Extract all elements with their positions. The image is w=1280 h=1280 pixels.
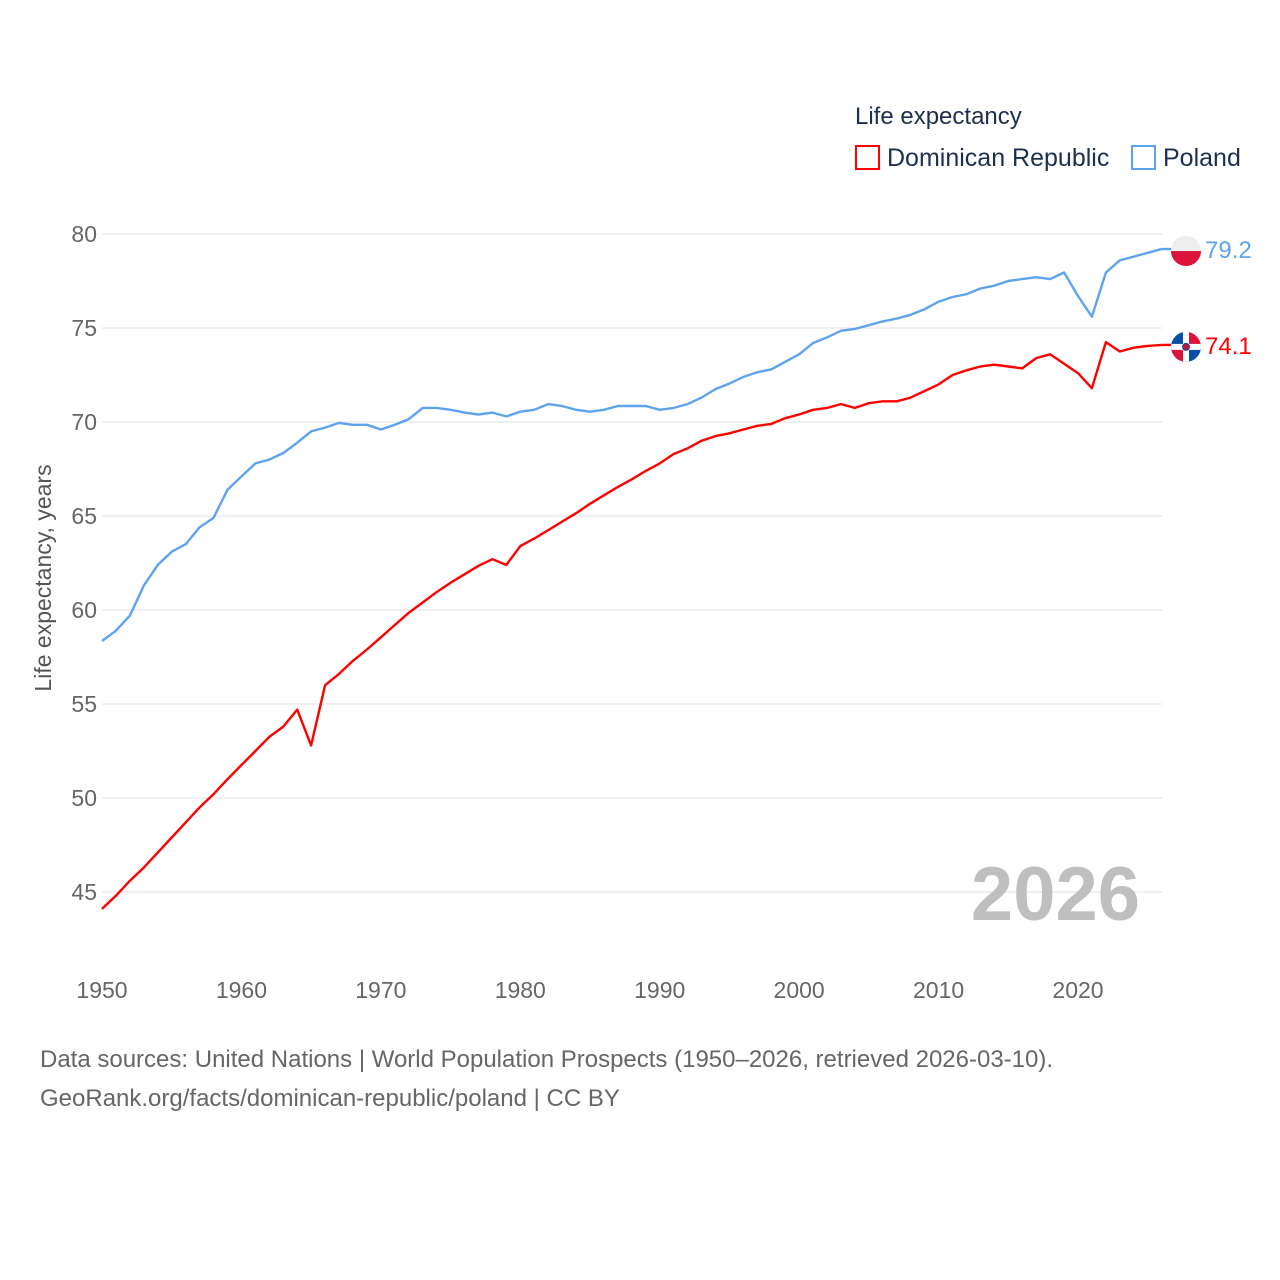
legend-label-poland[interactable]: Poland — [1163, 144, 1241, 172]
flag-icon-poland — [1171, 236, 1201, 267]
y-tick-label: 80 — [71, 221, 97, 247]
x-tick-label: 1970 — [355, 977, 406, 1003]
series-line-poland — [101, 247, 1163, 642]
series-end-markers: 74.1 79.2 — [1171, 236, 1252, 362]
series-lines — [101, 247, 1172, 910]
legend: Life expectancy Dominican Republic Polan… — [855, 103, 1241, 172]
legend-swatch-poland[interactable] — [1131, 145, 1156, 170]
footer-attribution: GeoRank.org/facts/dominican-republic/pol… — [40, 1085, 620, 1112]
flag-icon-dominican-republic — [1171, 331, 1201, 362]
y-tick-label: 45 — [71, 879, 97, 905]
legend-label-dominican-republic[interactable]: Dominican Republic — [887, 144, 1109, 172]
x-axis-ticks: 1950 1960 1970 1980 1990 2000 2010 2020 — [76, 977, 1103, 1003]
y-axis-ticks: 45 50 55 60 65 70 75 80 — [71, 221, 97, 905]
legend-swatch-dominican-republic[interactable] — [855, 145, 880, 170]
current-year-label: 2026 — [971, 852, 1140, 937]
x-tick-label: 1950 — [76, 977, 127, 1003]
y-tick-label: 50 — [71, 785, 97, 811]
y-axis-label: Life expectancy, years — [30, 464, 56, 691]
y-tick-label: 60 — [71, 597, 97, 623]
footer-sources: Data sources: United Nations | World Pop… — [40, 1046, 1054, 1073]
y-tick-label: 55 — [71, 691, 97, 717]
x-tick-label: 1990 — [634, 977, 685, 1003]
x-tick-label: 1960 — [216, 977, 267, 1003]
end-value-label-poland: 79.2 — [1205, 237, 1252, 264]
y-tick-label: 70 — [71, 409, 97, 435]
x-tick-label: 2010 — [913, 977, 964, 1003]
gridlines — [102, 233, 1162, 893]
series-line-dominican-republic — [101, 340, 1162, 910]
y-tick-label: 75 — [71, 315, 97, 341]
x-tick-label: 2020 — [1052, 977, 1103, 1003]
legend-title: Life expectancy — [855, 103, 1022, 130]
y-tick-label: 65 — [71, 503, 97, 529]
end-value-label-dominican-republic: 74.1 — [1205, 333, 1252, 360]
x-tick-label: 1980 — [495, 977, 546, 1003]
x-tick-label: 2000 — [774, 977, 825, 1003]
